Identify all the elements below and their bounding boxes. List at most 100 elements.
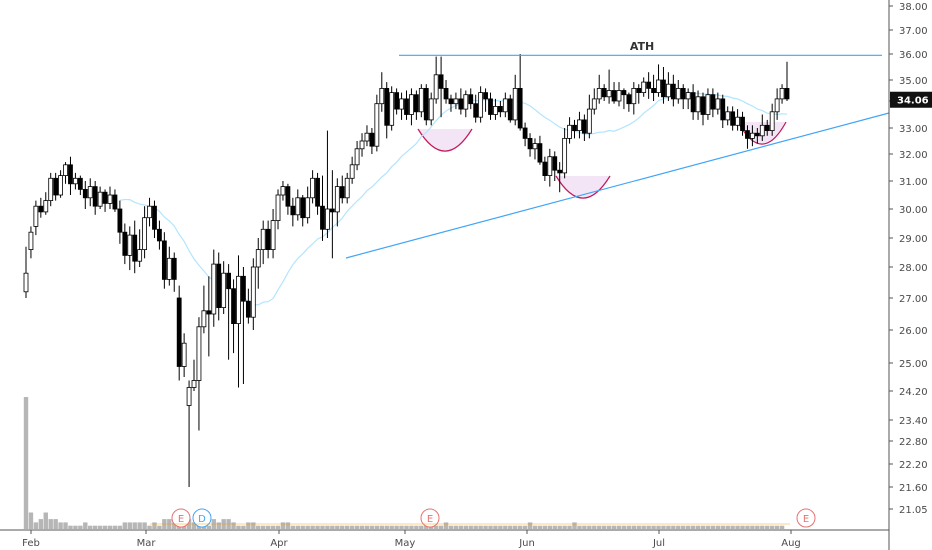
candle (147, 197, 152, 227)
candle (260, 220, 266, 265)
volume-bar (438, 525, 444, 529)
candle (181, 333, 187, 377)
candle (305, 186, 311, 224)
volume-bar (636, 525, 641, 529)
volume-bar (557, 525, 562, 529)
volume-bar (735, 525, 740, 529)
volume-bar (468, 525, 473, 529)
candle (339, 175, 345, 204)
price-tick-label: 29.00 (899, 234, 928, 245)
event-marker[interactable]: E (796, 508, 816, 528)
candle (379, 72, 385, 112)
candle (285, 183, 291, 215)
volume-bar (597, 525, 602, 529)
candle (586, 94, 592, 139)
volume-bar (325, 525, 330, 529)
candle (68, 156, 73, 195)
event-marker[interactable]: D (192, 508, 212, 528)
candle (191, 359, 197, 391)
candle (473, 94, 479, 123)
candle (557, 162, 563, 193)
volume-bar (206, 525, 212, 529)
candle (102, 189, 108, 212)
volume-bar (112, 525, 118, 529)
candle (745, 125, 750, 149)
volume-bar (260, 525, 266, 529)
volume-bar (641, 525, 646, 529)
candle (117, 200, 123, 244)
price-tick-label: 37.00 (899, 26, 928, 37)
candle (142, 206, 147, 259)
candle (112, 189, 118, 212)
volume-bar (354, 525, 360, 529)
volume-bar (88, 525, 93, 529)
event-marker[interactable]: E (420, 508, 440, 528)
candle (458, 88, 464, 115)
candle (157, 220, 162, 250)
candle (463, 90, 469, 118)
volume-bar (300, 525, 305, 529)
volume-bar (750, 525, 755, 529)
candle (226, 264, 232, 360)
candle (636, 84, 642, 104)
candle (710, 88, 716, 118)
candle (325, 130, 330, 238)
volume-bar (157, 525, 162, 529)
last-price-tag (890, 91, 932, 108)
month-label: Jul (652, 538, 665, 549)
candle (438, 56, 444, 118)
volume-bar (251, 522, 256, 529)
candle (493, 98, 498, 120)
candle (206, 276, 212, 357)
month-label: May (395, 538, 416, 549)
volume-bar (265, 525, 271, 529)
candle (507, 94, 513, 123)
candle (384, 82, 390, 139)
candle (715, 92, 721, 115)
candle (567, 117, 572, 144)
volume-bar (552, 525, 557, 529)
candle (468, 88, 474, 110)
candle (616, 82, 622, 107)
month-label: Mar (137, 538, 157, 549)
volume-bar (290, 525, 296, 529)
price-tick-label: 24.20 (899, 387, 928, 398)
volume-bar (241, 525, 246, 529)
volume-bar (28, 512, 34, 529)
candle (201, 285, 207, 334)
candle (329, 170, 335, 259)
volume-bar (137, 522, 142, 529)
volume-bar (92, 525, 98, 529)
volume-bar (601, 525, 607, 529)
volume-bar (611, 525, 617, 529)
event-marker[interactable]: E (171, 508, 191, 528)
candle (769, 103, 775, 136)
ath-label: ATH (630, 40, 654, 53)
volume-bar (458, 525, 464, 529)
candle (690, 84, 696, 120)
volume-bar (117, 525, 123, 529)
candle (537, 135, 543, 165)
volume-bar (147, 525, 152, 529)
volume-bar (122, 522, 128, 529)
price-tick-label: 21.05 (899, 505, 928, 516)
volume-bar (320, 525, 325, 529)
candle (413, 90, 419, 120)
svg-text:E: E (427, 514, 433, 525)
candle (547, 148, 553, 187)
volume-bar (176, 525, 182, 529)
candle (621, 88, 627, 110)
volume-bar (453, 525, 459, 529)
price-tick-label: 22.80 (899, 437, 928, 448)
candle (344, 172, 350, 204)
candle (216, 252, 222, 321)
price-tick-label: 32.00 (899, 150, 928, 161)
candle (236, 255, 241, 388)
volume-bar (710, 525, 716, 529)
candle (656, 64, 661, 97)
candle (300, 195, 306, 227)
volume-bar (216, 522, 221, 529)
volume-bar (394, 525, 399, 529)
candle (265, 220, 271, 259)
